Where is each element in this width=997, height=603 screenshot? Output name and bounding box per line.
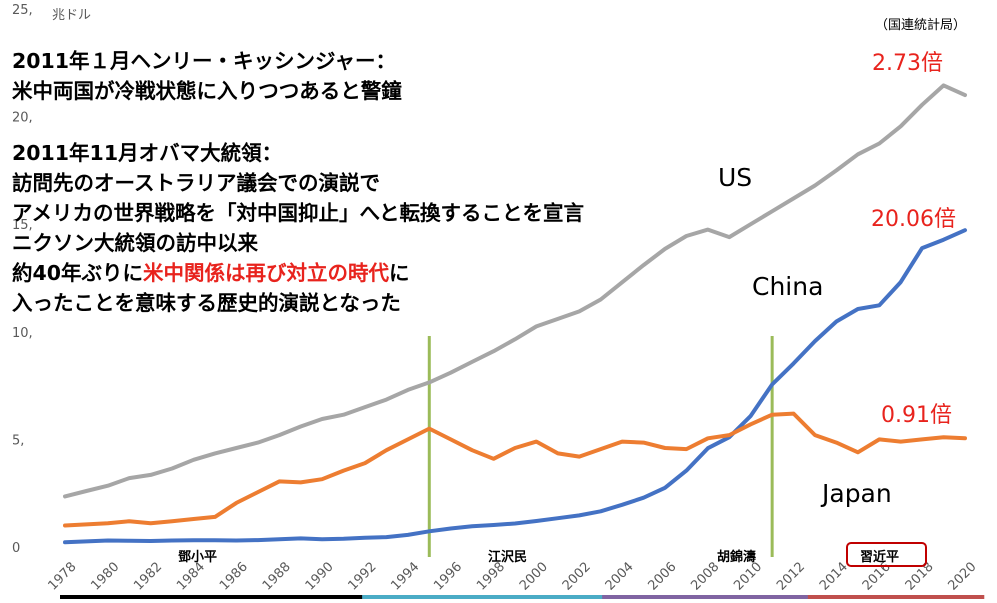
y-tick-label: 10, [12, 326, 33, 341]
leader-label-hu: 胡錦濤 [717, 549, 756, 565]
x-tick-label: 1982 [131, 560, 165, 594]
us-gdp-line [63, 83, 967, 499]
y-axis: 0 5, 10, 15, 20, 25, [12, 3, 33, 556]
y-tick-label: 5, [12, 433, 24, 448]
x-tick-label: 1988 [260, 560, 294, 594]
x-tick-label: 2006 [646, 560, 680, 594]
ratio-label-us: 2.73倍 [872, 51, 943, 76]
x-tick-label: 1992 [346, 560, 380, 594]
x-tick-label: 2012 [774, 560, 808, 594]
series-label-china: China [752, 272, 823, 301]
series-label-us: US [718, 163, 752, 192]
annotation-obama-line2: 訪問先のオーストラリア議会での演説で [12, 171, 380, 195]
leader-label-deng: 鄧小平 [178, 550, 217, 565]
x-tick-label: 1978 [46, 560, 80, 594]
ratio-label-japan: 0.91倍 [881, 403, 952, 428]
series-label-japan: Japan [820, 479, 892, 508]
annotation-obama-line4: ニクソン大統領の訪中以来 [12, 231, 258, 255]
x-tick-label: 2020 [946, 560, 980, 594]
leader-label-xi: 習近平 [860, 549, 899, 565]
annotation-kissinger-line2: 米中両国が冷戦状態に入りつつあると警鐘 [12, 79, 402, 103]
x-tick-label: 1996 [431, 560, 465, 594]
y-tick-label: 0 [12, 541, 20, 556]
x-tick-label: 2014 [817, 560, 851, 594]
x-tick-label: 1980 [88, 560, 122, 594]
x-tick-label: 1990 [303, 560, 337, 594]
y-tick-label: 20, [12, 111, 33, 126]
annotation-obama-line5-post: に [389, 261, 410, 285]
annotation-obama-line6: 入ったことを意味する歴史的演説となった [12, 291, 401, 315]
x-tick-label: 2004 [603, 560, 637, 594]
leader-box-xi [846, 542, 927, 567]
x-tick-label: 2018 [903, 560, 937, 594]
leader-label-jiang: 江沢民 [488, 549, 527, 565]
annotation-obama: 2011年11月オバマ大統領： 訪問先のオーストラリア議会での演説で アメリカの… [12, 138, 584, 318]
annotation-obama-line5: 約40年ぶりに米中関係は再び対立の時代に [12, 261, 410, 285]
ratio-label-china: 20.06倍 [871, 207, 956, 232]
y-tick-label: 25, [12, 3, 33, 18]
x-tick-label: 1986 [217, 560, 251, 594]
x-tick-label: 1994 [388, 560, 422, 594]
annotation-obama-line5-pre: 約40年ぶりに [12, 261, 144, 285]
source-label: （国連統計局） [875, 17, 966, 33]
y-axis-unit: 兆ドル [52, 8, 91, 23]
x-tick-label: 2002 [560, 560, 594, 594]
japan-gdp-line [63, 411, 967, 528]
event-vertical-lines [427, 336, 774, 557]
y-tick-label: 15, [12, 218, 33, 233]
annotation-obama-highlight: 米中関係は再び対立の時代 [143, 261, 390, 285]
annotation-obama-line3: アメリカの世界戦略を「対中国抑止」へと転換することを宣言 [12, 201, 584, 225]
china-gdp-line [63, 228, 967, 545]
annotation-kissinger-line1: 2011年１月ヘンリー・キッシンジャー： [12, 49, 397, 73]
annotation-obama-line1: 2011年11月オバマ大統領： [12, 141, 283, 165]
series-lines [63, 83, 967, 545]
annotation-kissinger: 2011年１月ヘンリー・キッシンジャー： 米中両国が冷戦状態に入りつつあると警鐘 [12, 46, 402, 106]
